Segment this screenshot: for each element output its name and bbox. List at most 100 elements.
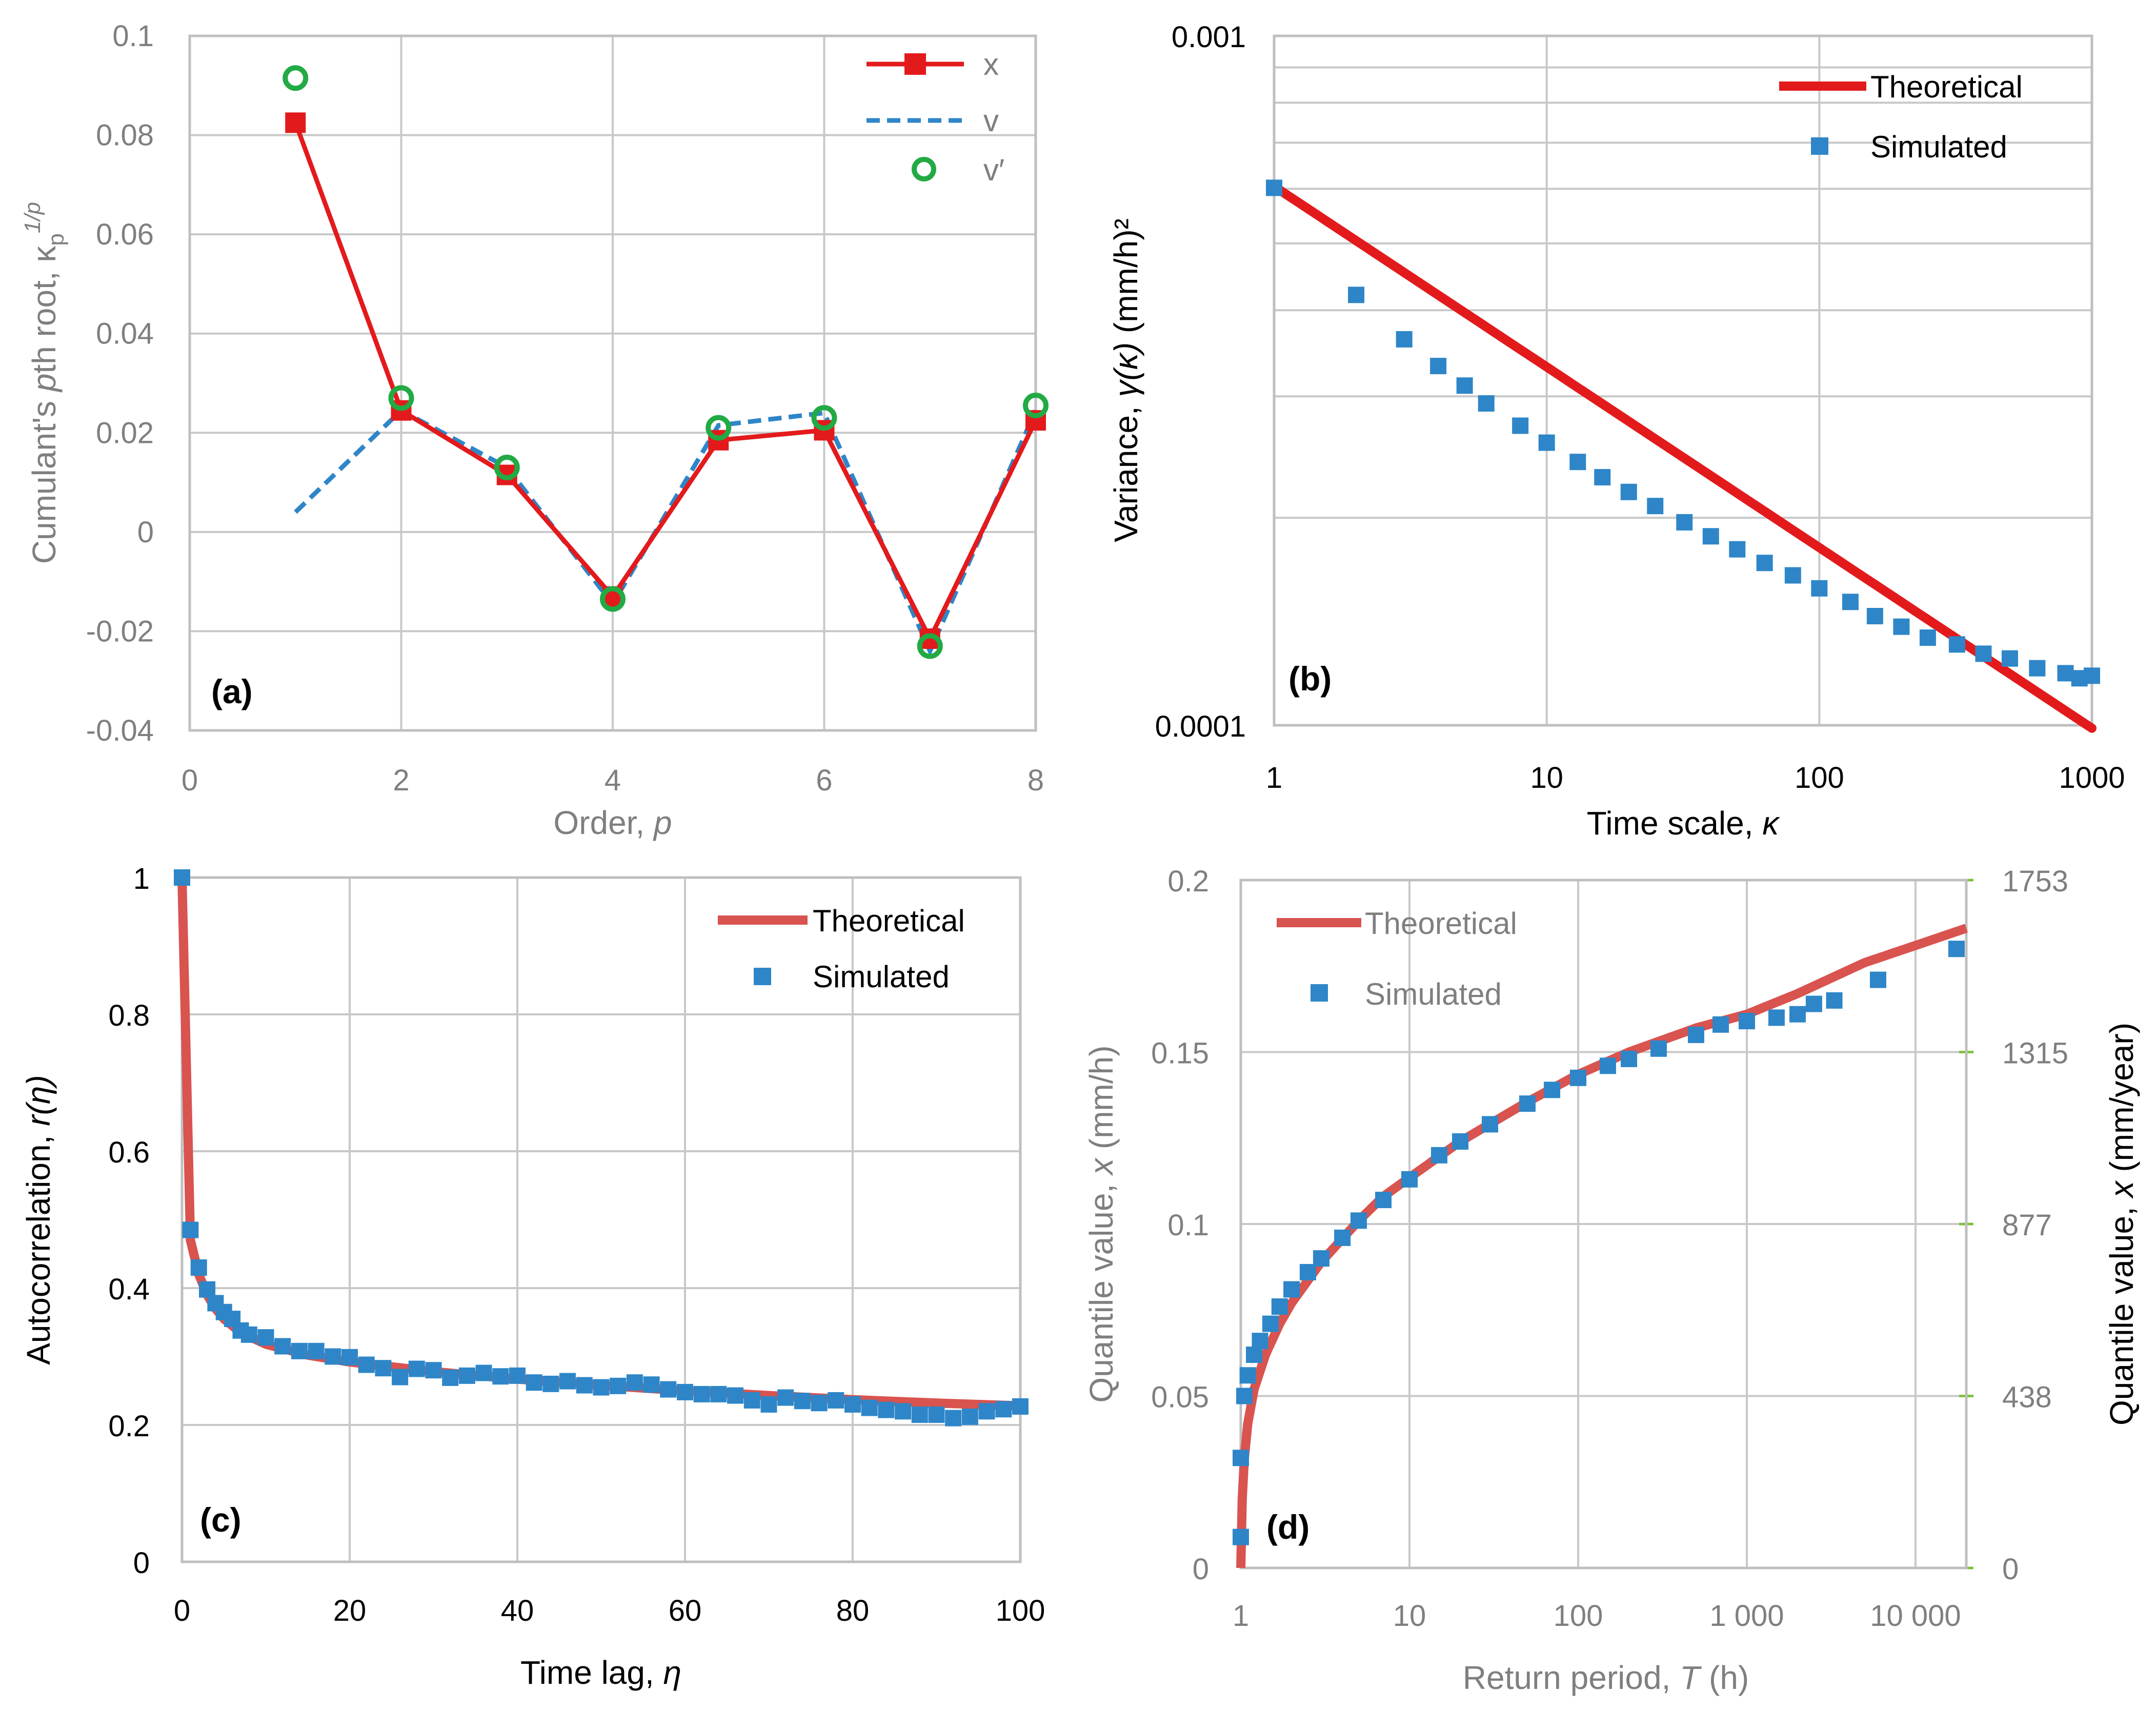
chart-d-y-axis-label: Quantile value, x (mm/h)	[1083, 1045, 1120, 1402]
x-tick-label: 10	[1393, 1599, 1426, 1633]
series-simulated-point	[677, 1383, 693, 1400]
series-simulated-point	[1350, 1212, 1367, 1229]
series-v-prime-point	[706, 415, 732, 441]
series-simulated-point	[375, 1360, 392, 1377]
y-tick-label: -0.02	[86, 615, 154, 648]
y-tick-label: 0.2	[108, 1410, 150, 1443]
series-simulated-point	[542, 1375, 559, 1392]
series-simulated-point	[2084, 667, 2100, 684]
series-simulated-point	[1401, 1171, 1418, 1188]
x-tick-label: 1	[1233, 1599, 1249, 1633]
series-simulated-point	[492, 1368, 509, 1385]
series-simulated-point	[1239, 1367, 1256, 1384]
series-simulated-point	[291, 1342, 308, 1359]
legend-simulated-marker	[1311, 984, 1328, 1002]
legend-theoretical-label: Theoretical	[813, 904, 965, 938]
legend-simulated-label: Simulated	[1870, 130, 2007, 164]
series-simulated-point	[895, 1403, 912, 1420]
chart-c-legend: Theoretical Simulated	[718, 904, 965, 994]
series-v-prime-point	[283, 65, 309, 91]
series-simulated-point	[1569, 1069, 1586, 1086]
legend-theoretical-label: Theoretical	[1365, 906, 1517, 941]
chart-a-plot-frame	[188, 34, 1037, 732]
series-simulated-point	[509, 1367, 526, 1384]
x-tick-label: 10 000	[1870, 1599, 1961, 1633]
series-simulated-point	[861, 1399, 878, 1416]
y-tick-label: 0.8	[108, 999, 150, 1032]
chart-a-x-axis-label: Order, p	[553, 804, 672, 841]
series-simulated-point	[1919, 629, 1936, 646]
series-simulated-point	[1236, 1388, 1253, 1404]
series-x-point	[285, 112, 306, 133]
series-simulated-point	[660, 1381, 677, 1398]
series-simulated-point	[610, 1377, 627, 1394]
series-simulated-point	[1702, 528, 1719, 545]
series-simulated-point	[425, 1362, 442, 1379]
series-simulated-point	[1348, 287, 1365, 303]
y-tick-label: 0.04	[96, 317, 154, 351]
chart-c: 0 20 40 60 80 100 0 0.2 0.4 0.6 0.8 1 Theoretical S…	[20, 862, 1045, 1691]
chart-b-ticks: 1 10 100 1000 0.0001 0.001	[1155, 21, 2125, 794]
y2-tick-label: 438	[2002, 1381, 2052, 1414]
y-tick-label: 0.1	[1167, 1209, 1209, 1242]
series-simulated-point	[1512, 417, 1529, 434]
chart-b: 1 10 100 1000 0.0001 0.001 Theoretical Simula…	[1107, 21, 2125, 842]
chart-d-x-axis-label: Return period, T (h)	[1463, 1659, 1749, 1696]
chart-b-legend: Theoretical Simulated	[1779, 70, 2023, 164]
series-simulated-point	[1811, 580, 1828, 597]
y-tick-label: 0.6	[108, 1136, 150, 1169]
series-simulated-point	[1478, 395, 1495, 412]
series-simulated-point	[1621, 1050, 1638, 1067]
series-simulated-point	[794, 1393, 811, 1410]
series-simulated-point	[1396, 331, 1413, 348]
series-simulated-point	[643, 1376, 660, 1393]
y-tick-label: 0	[133, 1546, 150, 1580]
chart-a-legend: x v v′	[867, 47, 1004, 187]
series-simulated-point	[308, 1342, 325, 1359]
series-simulated-point	[1299, 1263, 1316, 1280]
legend-simulated-label: Simulated	[1365, 977, 1502, 1011]
series-simulated-point	[1869, 971, 1886, 988]
y-tick-label: 0.15	[1151, 1037, 1209, 1070]
legend-x-marker	[904, 53, 926, 75]
series-simulated-point	[710, 1385, 727, 1402]
series-v-prime-point	[388, 385, 414, 411]
x-tick-label: 6	[816, 764, 832, 797]
series-simulated-point	[777, 1389, 794, 1406]
series-simulated-point	[1948, 941, 1965, 957]
x-tick-label: 8	[1027, 764, 1044, 797]
series-simulated-point	[1594, 469, 1611, 486]
series-simulated-point	[626, 1374, 643, 1391]
x-tick-label: 100	[996, 1594, 1045, 1627]
series-simulated-point	[2029, 660, 2046, 677]
series-simulated-point	[1313, 1250, 1329, 1267]
series-simulated-point	[1647, 498, 1664, 515]
series-simulated-point	[1866, 608, 1883, 625]
chart-a: 0 2 4 6 8 -0.04 -0.02 0 0.02 0.04 0.06 0.08 0.1 x v …	[20, 19, 1049, 841]
legend-x-label: x	[983, 47, 999, 81]
chart-b-series	[1266, 179, 2100, 733]
series-simulated-point	[1784, 567, 1801, 584]
series-simulated-point	[844, 1396, 861, 1413]
series-simulated-point	[1233, 1450, 1249, 1466]
series-simulated-point	[1262, 1315, 1279, 1332]
chart-a-ticks: 0 2 4 6 8 -0.04 -0.02 0 0.02 0.04 0.06 0.08 0.1	[86, 19, 1044, 797]
series-simulated-point	[408, 1360, 425, 1377]
y-tick-label: 0.02	[96, 416, 154, 450]
series-simulated-point	[1519, 1095, 1536, 1112]
series-simulated-point	[1430, 1147, 1447, 1164]
x-tick-label: 80	[836, 1594, 870, 1627]
chart-a-series	[283, 65, 1049, 659]
y2-tick-label: 0	[2002, 1553, 2019, 1586]
x-tick-label: 1000	[2059, 761, 2125, 794]
y-tick-label: 0.2	[1167, 865, 1209, 898]
x-tick-label: 100	[1554, 1599, 1603, 1633]
legend-simulated-marker	[1811, 137, 1828, 155]
panel-letter-a: (a)	[211, 672, 253, 710]
series-simulated-point	[727, 1387, 744, 1404]
series-simulated-point	[1334, 1229, 1351, 1246]
chart-c-x-axis-label: Time lag, η	[520, 1654, 681, 1691]
series-simulated-point	[190, 1259, 207, 1276]
chart-d-legend: Theoretical Simulated	[1277, 906, 1517, 1011]
legend-v-prime-label: v′	[983, 153, 1004, 187]
